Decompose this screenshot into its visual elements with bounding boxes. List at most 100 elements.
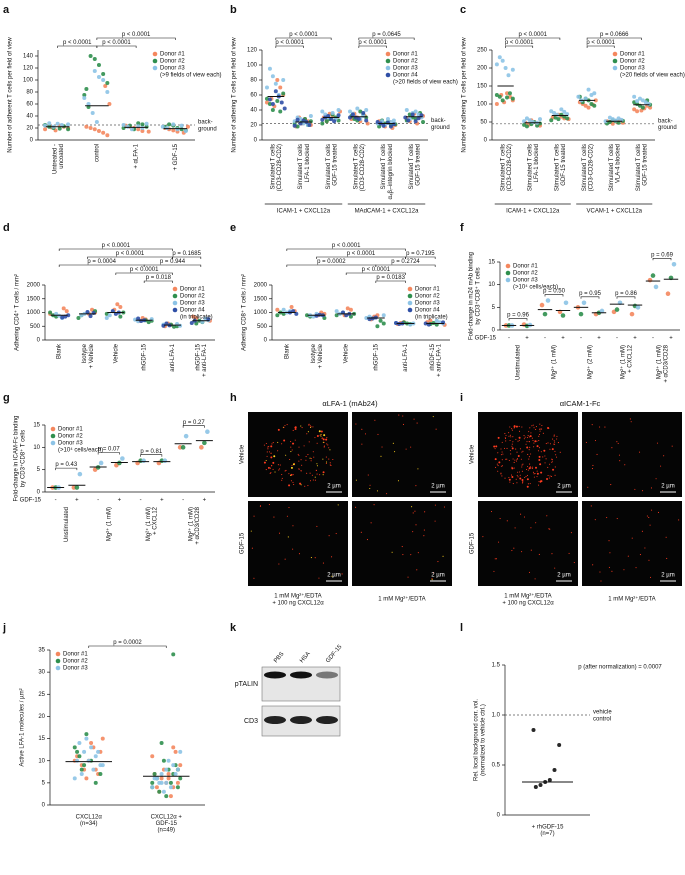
data-point: [643, 100, 648, 105]
data-point: [557, 743, 562, 747]
fluorescent-spot: [267, 446, 269, 448]
fluorescent-spot: [536, 440, 538, 442]
panel-letter: e: [230, 222, 236, 234]
fluorescent-spot: [434, 520, 436, 522]
micrograph: [352, 501, 452, 586]
fluorescent-spot: [290, 440, 292, 443]
fluorescent-spot: [528, 431, 530, 433]
data-point: [358, 109, 363, 114]
data-point: [166, 758, 171, 763]
data-point: [524, 116, 529, 121]
data-point: [129, 127, 134, 132]
legend-label: Donor #1: [415, 287, 440, 293]
legend-marker: [407, 286, 413, 292]
fluorescent-spot: [355, 506, 357, 508]
data-point: [510, 67, 515, 72]
note: p (after normalization) = 0.0007: [578, 665, 662, 671]
fluorescent-spot: [527, 453, 529, 456]
fluorescent-spot: [631, 537, 633, 539]
panel-letter: i: [460, 392, 463, 404]
fluorescent-spot: [513, 427, 515, 429]
fluorescent-spot: [552, 438, 554, 440]
fluorescent-spot: [374, 419, 376, 421]
p-value: p < 0.0001: [289, 32, 318, 38]
fluorescent-spot: [511, 476, 514, 479]
data-point: [203, 316, 208, 321]
fluorescent-spot: [517, 476, 519, 478]
p-value: p < 0.0001: [505, 40, 534, 46]
fluorescent-spot: [502, 453, 504, 455]
data-point: [583, 96, 588, 101]
fluorescent-spot: [307, 431, 309, 433]
data-point: [75, 749, 80, 754]
p-value: p < 0.0001: [63, 40, 92, 46]
fluorescent-spot: [305, 456, 307, 458]
fluorescent-spot: [511, 445, 513, 447]
fluorescent-spot: [533, 446, 535, 448]
data-point: [86, 102, 91, 106]
data-point: [381, 123, 386, 128]
fluorescent-spot: [518, 439, 520, 441]
y-tick-label: 0: [37, 338, 41, 344]
data-point: [356, 117, 361, 121]
data-point: [632, 107, 637, 112]
y-axis-label: Rel. local background corr. vol.(normali…: [473, 699, 486, 781]
y-tick-label: 20: [26, 126, 33, 132]
data-point: [537, 117, 542, 122]
fluorescent-spot: [531, 425, 533, 427]
fluorescent-spot: [539, 423, 541, 425]
x-tick-label: -: [652, 336, 654, 342]
fluorescent-spot: [528, 449, 530, 451]
fluorescent-spot: [551, 475, 553, 477]
fluorescent-spot: [497, 436, 500, 439]
fluorescent-spot: [315, 469, 317, 471]
y-tick-label: 150: [477, 84, 488, 90]
p-value: p = 0.0645: [372, 32, 401, 38]
fluorescent-spot: [307, 484, 309, 487]
fluorescent-spot: [360, 531, 362, 533]
p-value: p = 0.43: [55, 462, 78, 468]
fluorescent-spot: [309, 480, 312, 482]
data-point: [381, 313, 386, 318]
fluorescent-spot: [300, 459, 302, 461]
data-point: [178, 776, 183, 781]
data-point: [150, 780, 155, 785]
data-point: [79, 772, 84, 776]
fluorescent-spot: [322, 562, 324, 564]
data-point: [295, 117, 300, 122]
fluorescent-spot: [554, 567, 556, 569]
data-point: [75, 758, 80, 763]
fluorescent-spot: [269, 472, 271, 475]
data-point: [88, 126, 93, 130]
fluorescent-spot: [259, 505, 261, 507]
fluorescent-spot: [330, 464, 332, 467]
fluorescent-spot: [554, 466, 556, 468]
fluorescent-spot: [514, 459, 516, 461]
fluorescent-spot: [568, 552, 570, 554]
fluorescent-spot: [515, 425, 518, 428]
data-point: [150, 785, 155, 790]
fluorescent-spot: [541, 428, 543, 430]
legend-label: Donor #2: [180, 294, 205, 300]
data-point: [161, 323, 166, 328]
fluorescent-spot: [279, 464, 281, 466]
fluorescent-spot: [291, 464, 293, 466]
legend-marker: [385, 58, 391, 64]
fluorescent-spot: [288, 484, 291, 487]
legend-marker: [505, 277, 511, 283]
fluorescent-spot: [306, 433, 308, 435]
p-value: p = 0.95: [579, 291, 602, 297]
p-value: p = 0.96: [507, 313, 530, 319]
fluorescent-spot: [504, 477, 506, 479]
fluorescent-spot: [524, 436, 526, 438]
fluorescent-spot: [509, 426, 511, 428]
fluorescent-spot: [627, 555, 629, 557]
legend-marker: [50, 426, 56, 432]
x-tick-label: rhGDF-15+ anti-LFA-1: [195, 343, 208, 377]
data-point: [175, 780, 180, 785]
fluorescent-spot: [319, 434, 321, 436]
fluorescent-spot: [386, 493, 388, 495]
fluorescent-spot: [501, 451, 503, 453]
fluorescent-spot: [495, 466, 497, 468]
data-point: [183, 129, 188, 133]
